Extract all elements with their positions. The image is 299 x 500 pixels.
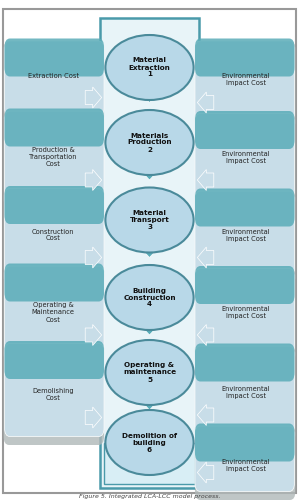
Text: Extraction Cost: Extraction Cost [28, 73, 79, 79]
FancyBboxPatch shape [4, 41, 104, 125]
FancyBboxPatch shape [4, 264, 104, 302]
Text: Operating &
maintenance
5: Operating & maintenance 5 [123, 362, 176, 382]
FancyArrow shape [85, 170, 102, 190]
FancyBboxPatch shape [195, 111, 295, 149]
Ellipse shape [106, 188, 194, 252]
FancyArrow shape [197, 404, 214, 425]
FancyArrow shape [197, 92, 214, 113]
Text: Material
Extraction
1: Material Extraction 1 [129, 58, 170, 78]
FancyBboxPatch shape [4, 38, 104, 76]
FancyBboxPatch shape [3, 8, 296, 492]
FancyBboxPatch shape [4, 108, 104, 146]
FancyBboxPatch shape [100, 18, 199, 488]
FancyBboxPatch shape [195, 38, 295, 76]
Text: Materials
Production
2: Materials Production 2 [127, 132, 172, 152]
FancyBboxPatch shape [195, 191, 295, 276]
Ellipse shape [106, 410, 194, 475]
Text: Environmental
Impact Cost: Environmental Impact Cost [222, 460, 270, 472]
FancyBboxPatch shape [195, 188, 295, 226]
FancyBboxPatch shape [195, 191, 295, 285]
Polygon shape [132, 84, 167, 102]
FancyBboxPatch shape [195, 344, 295, 382]
FancyBboxPatch shape [195, 426, 295, 500]
FancyBboxPatch shape [4, 188, 104, 276]
FancyBboxPatch shape [4, 186, 104, 224]
FancyArrow shape [197, 170, 214, 190]
FancyBboxPatch shape [4, 41, 104, 117]
FancyBboxPatch shape [4, 111, 104, 208]
FancyArrow shape [197, 247, 214, 268]
FancyBboxPatch shape [4, 266, 104, 354]
Polygon shape [132, 391, 167, 410]
FancyBboxPatch shape [104, 442, 195, 484]
FancyBboxPatch shape [4, 341, 104, 379]
FancyBboxPatch shape [4, 266, 104, 362]
FancyBboxPatch shape [4, 111, 104, 199]
Text: Operating &
Maintenance
Cost: Operating & Maintenance Cost [32, 302, 74, 322]
Text: Demolishing
Cost: Demolishing Cost [32, 388, 74, 402]
Ellipse shape [106, 110, 194, 175]
Polygon shape [132, 316, 167, 335]
Text: Building
Construction
4: Building Construction 4 [123, 288, 176, 308]
FancyArrow shape [85, 87, 102, 108]
FancyArrow shape [85, 324, 102, 345]
FancyArrow shape [85, 247, 102, 268]
FancyBboxPatch shape [195, 41, 295, 130]
FancyBboxPatch shape [195, 268, 295, 354]
FancyBboxPatch shape [4, 344, 104, 445]
FancyBboxPatch shape [195, 268, 295, 362]
FancyArrow shape [197, 462, 214, 483]
FancyBboxPatch shape [195, 346, 295, 442]
Text: Environmental
Impact Cost: Environmental Impact Cost [222, 228, 270, 241]
FancyBboxPatch shape [4, 188, 104, 285]
Text: Demolition of
building
6: Demolition of building 6 [122, 432, 177, 452]
Text: Material
Transport
3: Material Transport 3 [130, 210, 169, 230]
Text: Environmental
Impact Cost: Environmental Impact Cost [222, 306, 270, 319]
FancyBboxPatch shape [195, 114, 295, 208]
FancyBboxPatch shape [195, 114, 295, 199]
Text: Environmental
Impact Cost: Environmental Impact Cost [222, 151, 270, 164]
Polygon shape [132, 238, 167, 258]
Ellipse shape [106, 35, 194, 100]
FancyBboxPatch shape [195, 266, 295, 304]
Text: Integrated
LCA+LCC: Integrated LCA+LCC [124, 454, 175, 472]
Text: Construction
Cost: Construction Cost [32, 228, 74, 241]
Ellipse shape [106, 340, 194, 405]
Polygon shape [132, 161, 167, 180]
FancyArrow shape [197, 324, 214, 345]
FancyBboxPatch shape [195, 346, 295, 434]
FancyArrow shape [85, 407, 102, 428]
FancyBboxPatch shape [4, 344, 104, 436]
Text: Environmental
Impact Cost: Environmental Impact Cost [222, 386, 270, 399]
Text: Production &
Transportation
Cost: Production & Transportation Cost [29, 148, 77, 168]
FancyBboxPatch shape [195, 426, 295, 492]
Text: Figure 5. Integrated LCA-LCC model process.: Figure 5. Integrated LCA-LCC model proce… [79, 494, 220, 499]
FancyBboxPatch shape [195, 41, 295, 121]
Ellipse shape [106, 265, 194, 330]
Text: Environmental
Impact Cost: Environmental Impact Cost [222, 74, 270, 86]
FancyBboxPatch shape [195, 424, 295, 462]
